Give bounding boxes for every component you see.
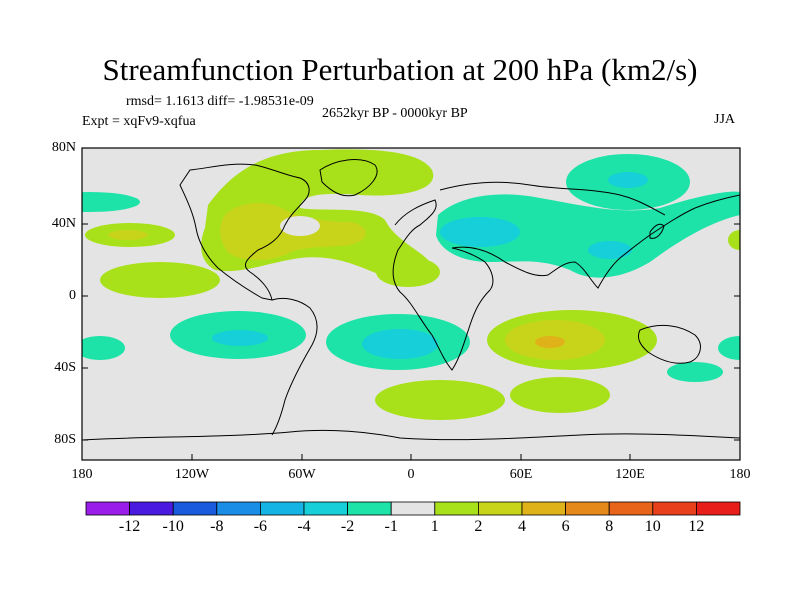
colorbar-swatch — [129, 501, 174, 516]
colorbar-swatch — [303, 501, 348, 516]
lon-label: 0 — [407, 467, 415, 482]
lon-label: 180 — [729, 467, 751, 482]
coastlines — [82, 159, 740, 441]
lon-label: 120E — [615, 467, 645, 482]
colorbar-label: 12 — [688, 518, 705, 535]
contour-neg-eurasia-core — [440, 217, 520, 247]
colorbar-label: -10 — [162, 518, 184, 535]
coastline-antarctica — [82, 429, 740, 441]
lon-label: 120W — [174, 467, 210, 482]
colorbar-label: 10 — [644, 518, 661, 535]
colorbar-label: -4 — [297, 518, 311, 535]
colorbar-swatch — [565, 501, 610, 516]
contour-pos-n-pacific-core — [108, 230, 148, 240]
contour-fields — [82, 149, 740, 420]
contour-neg-eurasia — [436, 191, 740, 278]
period-label: 2652kyr BP - 0000kyr BP — [322, 106, 468, 121]
colorbar-swatch — [652, 501, 697, 516]
coastline-asia-north — [439, 181, 666, 216]
colorbar-swatch — [696, 501, 741, 516]
coastline-north-america — [179, 163, 310, 301]
colorbar-label: 8 — [605, 518, 614, 535]
colorbar-label: -12 — [118, 518, 141, 535]
contour-pos-e-edge — [728, 230, 740, 250]
contour-neg-s-indian — [667, 362, 723, 382]
colorbar-label: -1 — [384, 518, 398, 535]
contour-pos-e-pacific — [100, 262, 220, 298]
chart-title: Streamfunction Perturbation at 200 hPa (… — [102, 52, 698, 87]
contour-neg-e-edge-s — [718, 336, 740, 360]
contour-neg-e-asia-core — [588, 241, 632, 259]
lat-label: 40S — [54, 360, 76, 375]
experiment-label: Expt = xqFv9-xqfua — [82, 114, 196, 129]
colorbar-label: 6 — [561, 518, 570, 535]
colorbar-swatch — [434, 501, 479, 516]
colorbar-label: 2 — [474, 518, 483, 535]
contour-neg-w-edge-s — [82, 336, 125, 360]
lon-label: 60E — [509, 467, 533, 482]
colorbar-swatch — [172, 501, 218, 516]
axis-ticks — [81, 147, 741, 460]
contour-neg-arctic-core — [608, 172, 648, 188]
coastline-australia — [637, 324, 701, 364]
colorbar-label: -2 — [340, 518, 355, 535]
lat-label: 80S — [54, 432, 76, 447]
colorbar-swatch — [259, 501, 305, 516]
colorbar-swatch — [521, 501, 566, 516]
colorbar-label: 4 — [518, 518, 526, 535]
colorbar-swatch — [608, 501, 654, 516]
contour-pos-africa-n — [376, 257, 440, 287]
coastline-greenland — [319, 159, 378, 197]
contour-pos-s-ocean-a — [375, 380, 505, 420]
lat-label: 0 — [69, 288, 76, 303]
coastline-south-america — [271, 297, 318, 436]
colorbar-swatch — [347, 501, 392, 516]
colorbar-label: -8 — [210, 518, 224, 535]
coastline-japan — [649, 223, 665, 239]
lon-label: 180 — [71, 467, 93, 482]
colorbar-swatch — [390, 501, 436, 516]
season-label: JJA — [714, 112, 736, 127]
colorbar-label: 1 — [430, 518, 439, 535]
coastline-europe-africa — [392, 199, 494, 371]
lon-label: 60W — [288, 467, 316, 482]
contour-pos-s-ocean-b — [510, 377, 610, 413]
contour-pos-indian-core — [535, 336, 565, 348]
lat-label: 40N — [51, 216, 76, 231]
colorbar-swatch — [85, 501, 130, 516]
colorbar-label: -6 — [253, 518, 268, 535]
colorbar-swatch — [477, 501, 523, 516]
coastline-asia — [451, 194, 740, 289]
stats-line: rmsd= 1.1613 diff= -1.98531e-09 — [126, 94, 314, 109]
contour-neg-s-atlantic-core — [362, 329, 438, 359]
colorbar-swatch — [216, 501, 261, 516]
lat-label: 80N — [51, 140, 76, 155]
contour-neg-w-edge — [82, 192, 140, 212]
contour-neg-s-pacific-core — [212, 330, 268, 346]
contour-ring-hole — [280, 216, 320, 236]
